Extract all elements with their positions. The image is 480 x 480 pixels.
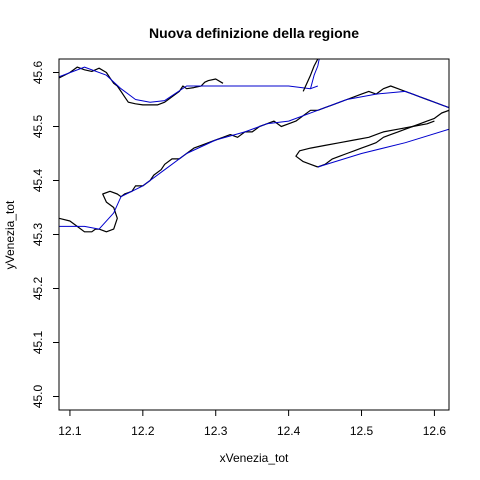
x-axis-title: xVenezia_tot [220, 451, 289, 465]
y-tick-label: 45.1 [31, 330, 45, 354]
x-axis: 12.1 12.2 12.3 12.4 12.5 12.6 [58, 410, 446, 438]
y-tick-label: 45.2 [31, 276, 45, 300]
x-tick-label: 12.2 [131, 424, 155, 438]
y-axis-title: yVenezia_tot [3, 200, 17, 269]
coastline-detailed-0 [59, 66, 224, 106]
y-tick-label: 45.6 [31, 60, 45, 84]
x-tick-label: 12.6 [423, 424, 447, 438]
y-tick-label: 45.3 [31, 222, 45, 246]
series-layer [59, 59, 449, 233]
y-tick-label: 45.4 [31, 168, 45, 192]
y-tick-label: 45.0 [31, 384, 45, 408]
coastline-detailed-6 [317, 109, 449, 168]
coastline-simplified-7 [317, 128, 449, 168]
x-tick-label: 12.5 [350, 424, 374, 438]
coastline-detailed-2 [302, 59, 319, 92]
coastline-simplified-1 [59, 66, 318, 103]
x-tick-label: 12.4 [277, 424, 301, 438]
x-tick-label: 12.1 [58, 424, 82, 438]
chart-title: Nuova definizione della regione [149, 25, 359, 41]
x-tick-label: 12.3 [204, 424, 228, 438]
coastline-simplified-3 [310, 59, 320, 89]
y-axis: 45.0 45.1 45.2 45.3 45.4 45.5 45.6 [31, 60, 59, 408]
coastline-detailed-8 [295, 120, 435, 168]
y-tick-label: 45.5 [31, 114, 45, 138]
coastline-simplified-5 [59, 90, 449, 230]
